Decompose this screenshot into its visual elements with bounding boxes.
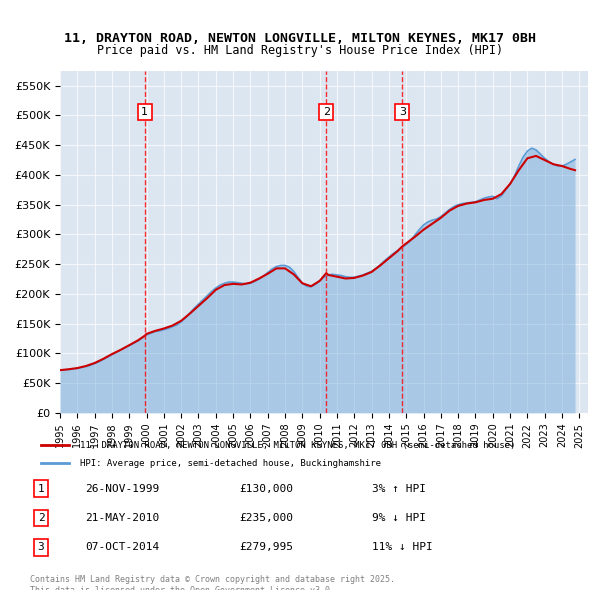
Text: £279,995: £279,995 [240, 542, 294, 552]
Text: 26-NOV-1999: 26-NOV-1999 [85, 484, 160, 494]
Text: 11% ↓ HPI: 11% ↓ HPI [372, 542, 433, 552]
Text: 07-OCT-2014: 07-OCT-2014 [85, 542, 160, 552]
Text: 2: 2 [38, 513, 44, 523]
Text: 11, DRAYTON ROAD, NEWTON LONGVILLE, MILTON KEYNES, MK17 0BH: 11, DRAYTON ROAD, NEWTON LONGVILLE, MILT… [64, 32, 536, 45]
Text: Contains HM Land Registry data © Crown copyright and database right 2025.
This d: Contains HM Land Registry data © Crown c… [30, 575, 395, 590]
Text: 2: 2 [323, 107, 330, 117]
Text: HPI: Average price, semi-detached house, Buckinghamshire: HPI: Average price, semi-detached house,… [80, 459, 380, 468]
Text: 3: 3 [38, 542, 44, 552]
Text: 9% ↓ HPI: 9% ↓ HPI [372, 513, 426, 523]
Text: 21-MAY-2010: 21-MAY-2010 [85, 513, 160, 523]
Text: 1: 1 [142, 107, 148, 117]
Text: Price paid vs. HM Land Registry's House Price Index (HPI): Price paid vs. HM Land Registry's House … [97, 44, 503, 57]
Text: £235,000: £235,000 [240, 513, 294, 523]
Text: 11, DRAYTON ROAD, NEWTON LONGVILLE, MILTON KEYNES, MK17 0BH (semi-detached house: 11, DRAYTON ROAD, NEWTON LONGVILLE, MILT… [80, 441, 515, 450]
Text: 3: 3 [399, 107, 406, 117]
Text: 1: 1 [38, 484, 44, 494]
Text: £130,000: £130,000 [240, 484, 294, 494]
Text: 3% ↑ HPI: 3% ↑ HPI [372, 484, 426, 494]
